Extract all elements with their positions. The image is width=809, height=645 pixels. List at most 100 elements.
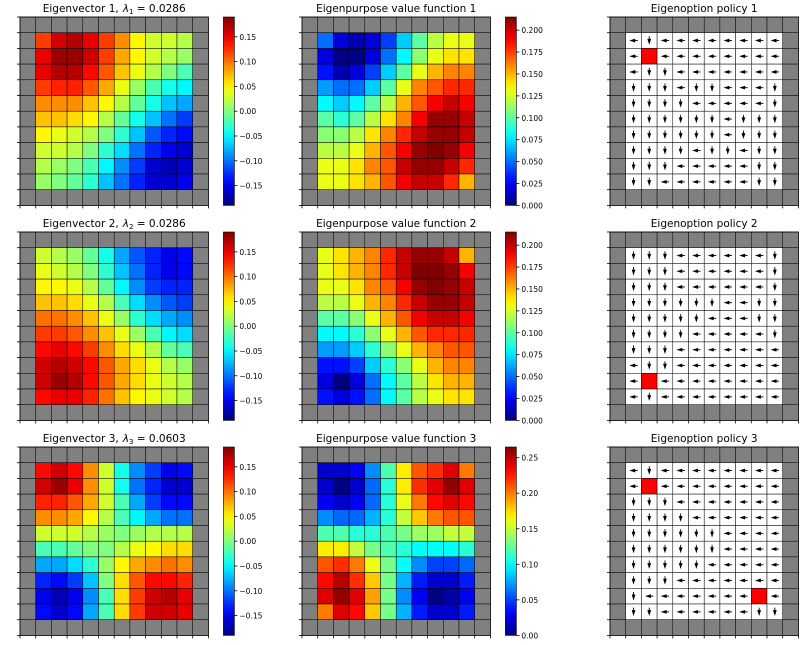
value-cell (443, 388, 460, 405)
wall-cell (301, 509, 318, 526)
arrow-down (631, 85, 636, 92)
wall-cell (301, 16, 318, 33)
arrow-left (676, 609, 683, 614)
wall-cell (719, 446, 736, 463)
wall-cell (301, 126, 318, 143)
value-cell (66, 263, 84, 280)
wall-cell (474, 373, 491, 390)
wall-cell (348, 404, 366, 421)
value-cell (443, 158, 460, 175)
wall-cell (719, 619, 736, 636)
value-cell (51, 63, 68, 81)
arrow-down (647, 500, 652, 507)
value-cell (129, 588, 146, 605)
wall-cell (609, 404, 626, 421)
value-cell (66, 462, 84, 479)
wall-cell (301, 446, 318, 463)
arrow-left (739, 562, 746, 567)
value-cell (364, 373, 381, 390)
value-cell (364, 509, 381, 526)
value-cell (443, 325, 460, 343)
value-cell (145, 572, 162, 589)
wall-cell (19, 325, 36, 343)
value-cell (66, 556, 84, 573)
arrow-down (678, 300, 683, 307)
value-cell (161, 325, 178, 343)
value-cell (364, 294, 381, 311)
value-cell (66, 357, 84, 374)
wall-cell (192, 572, 209, 589)
value-cell (348, 341, 366, 358)
arrow-down (647, 85, 652, 92)
value-cell (380, 373, 397, 390)
value-cell (98, 556, 115, 573)
colorbar-tick-label: 0.15 (239, 33, 256, 42)
wall-cell (19, 95, 36, 112)
value-cell (161, 95, 178, 112)
value-cell (145, 462, 162, 479)
colorbar-tick-label: 0.10 (239, 58, 256, 67)
arrow-left (770, 394, 777, 399)
value-cell (333, 509, 350, 526)
value-cell (98, 325, 115, 343)
value-cell (161, 572, 178, 589)
wall-cell (427, 231, 444, 248)
arrow-left (676, 578, 683, 583)
colorbar-tick-label: 0.20 (521, 489, 538, 498)
value-cell (317, 493, 334, 511)
arrow-down (710, 547, 714, 554)
value-cell (427, 48, 444, 65)
value-cell (145, 294, 162, 311)
arrow-left (707, 253, 714, 258)
value-cell (161, 263, 178, 280)
value-cell (113, 525, 131, 542)
value-cell (348, 493, 366, 511)
arrow-down (631, 180, 636, 187)
wall-cell (301, 493, 318, 511)
value-cell (458, 173, 475, 190)
wall-cell (161, 404, 178, 421)
arrow-left (707, 515, 714, 520)
wall-cell (395, 404, 413, 421)
value-cell (380, 357, 397, 374)
colorbar-tick-label: −0.10 (239, 157, 262, 166)
arrow-left (692, 500, 699, 504)
value-cell (427, 63, 444, 81)
wall-cell (301, 247, 318, 264)
wall-cell (35, 231, 52, 248)
colorbar-tick-label: 0.075 (521, 136, 543, 145)
wall-cell (782, 16, 799, 33)
wall-cell (474, 142, 491, 159)
arrow-down (678, 515, 683, 522)
wall-cell (609, 540, 626, 558)
wall-cell (113, 231, 131, 248)
arrow-down (631, 332, 636, 339)
wall-cell (301, 572, 318, 589)
wall-cell (609, 231, 626, 248)
wall-cell (766, 231, 783, 248)
wall-cell (301, 341, 318, 358)
arrow-left (754, 54, 761, 59)
wall-cell (609, 278, 626, 296)
value-cell (129, 95, 146, 112)
value-cell (380, 572, 397, 589)
arrow-down (678, 547, 683, 554)
value-cell (98, 32, 115, 49)
wall-cell (782, 142, 799, 159)
value-cell (348, 572, 366, 589)
arrow-down (663, 300, 667, 307)
wall-cell (19, 572, 36, 589)
wall-cell (474, 446, 491, 463)
value-cell (427, 173, 444, 190)
value-cell (129, 32, 146, 49)
value-cell (145, 325, 162, 343)
wall-cell (348, 189, 366, 206)
wall-cell (176, 446, 193, 463)
wall-cell (317, 189, 334, 206)
arrow-left (754, 531, 761, 536)
wall-cell (609, 588, 626, 605)
wall-cell (301, 294, 318, 311)
value-cell (411, 525, 428, 542)
value-cell (129, 556, 146, 573)
wall-cell (609, 63, 626, 81)
